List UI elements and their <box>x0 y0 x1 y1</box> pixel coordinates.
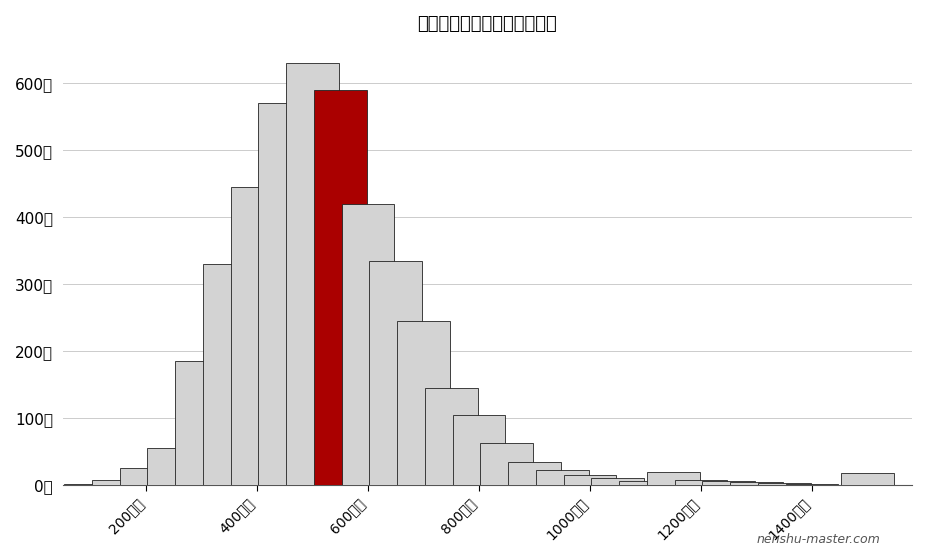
Bar <box>841 473 894 485</box>
Bar <box>342 204 395 485</box>
Bar <box>314 90 367 485</box>
Bar <box>398 321 450 485</box>
Bar <box>508 462 561 485</box>
Bar <box>647 472 700 485</box>
Bar <box>231 187 284 485</box>
Bar <box>259 103 311 485</box>
Bar <box>64 483 117 485</box>
Bar <box>147 448 200 485</box>
Bar <box>536 470 589 485</box>
Bar <box>203 264 256 485</box>
Bar <box>591 478 644 485</box>
Bar <box>619 481 672 485</box>
Bar <box>675 480 728 485</box>
Bar <box>703 481 756 485</box>
Bar <box>370 261 422 485</box>
Title: 山崎製パンの年収ポジション: 山崎製パンの年収ポジション <box>417 15 557 33</box>
Bar <box>452 414 505 485</box>
Bar <box>120 468 172 485</box>
Bar <box>175 361 228 485</box>
Bar <box>480 443 533 485</box>
Bar <box>730 482 783 485</box>
Bar <box>92 480 145 485</box>
Bar <box>564 475 616 485</box>
Bar <box>786 483 838 485</box>
Bar <box>425 388 477 485</box>
Text: nenshu-master.com: nenshu-master.com <box>757 533 881 546</box>
Bar <box>758 483 811 485</box>
Bar <box>286 63 339 485</box>
